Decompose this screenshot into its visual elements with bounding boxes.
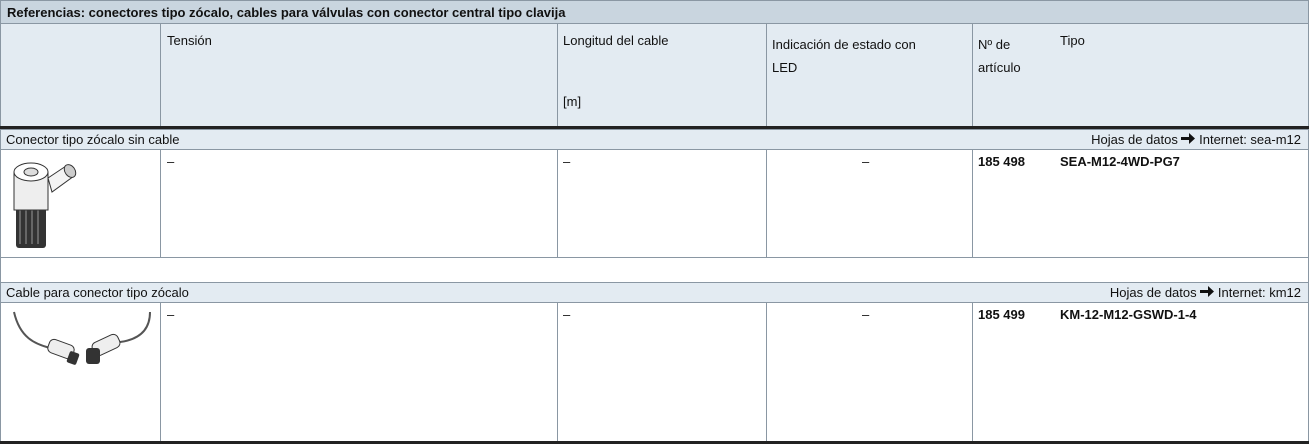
column-divider (160, 24, 161, 126)
type-code: KM-12-M12-GSWD-1-4 (1060, 307, 1197, 322)
section-label: Conector tipo zócalo sin cable (6, 132, 180, 147)
column-divider (766, 24, 767, 126)
column-divider (766, 150, 767, 258)
rule (0, 126, 1309, 129)
product-image (13, 162, 77, 248)
column-divider (160, 303, 161, 441)
spacer-row (0, 258, 1309, 282)
datasheet: Hojas de datos Internet: km12 (1110, 285, 1301, 300)
cell: – (563, 307, 571, 322)
header-cell: Longitud del cable (563, 33, 669, 48)
product-row (0, 303, 1309, 441)
datasheet-link: Internet: sea-m12 (1199, 132, 1301, 147)
cell: – (862, 154, 870, 169)
column-divider (557, 150, 558, 258)
column-divider (972, 303, 973, 441)
datasheet-label: Hojas de datos (1091, 132, 1178, 147)
product-image (13, 311, 151, 365)
section-label: Cable para conector tipo zócalo (6, 285, 189, 300)
article-number: 185 499 (978, 307, 1025, 322)
datasheet: Hojas de datos Internet: sea-m12 (1091, 132, 1301, 147)
type-code: SEA-M12-4WD-PG7 (1060, 154, 1180, 169)
cell: – (167, 307, 175, 322)
cell: – (862, 307, 870, 322)
header-cell: Indicación de estado con LED (772, 37, 916, 75)
header-cell: Nº de artículo (978, 37, 1021, 75)
cell: – (167, 154, 175, 169)
rule (0, 441, 1309, 444)
header-cell: Tensión (167, 33, 212, 48)
datasheet-label: Hojas de datos (1109, 285, 1197, 300)
column-divider (160, 150, 161, 258)
header-cell: [m] (563, 94, 582, 109)
cell: – (563, 154, 571, 169)
title: Referencias: conectores tipo zócalo, cab… (7, 5, 566, 20)
column-divider (557, 24, 558, 126)
column-divider (766, 303, 767, 441)
column-divider (972, 150, 973, 258)
header-row (0, 24, 1309, 126)
header-cell: Tipo (1060, 33, 1085, 48)
article-number: 185 498 (978, 154, 1025, 169)
column-divider (557, 303, 558, 441)
arrow-icon (1200, 286, 1215, 297)
column-divider (972, 24, 973, 126)
title-bar: Referencias: conectores tipo zócalo, cab… (0, 0, 1309, 24)
arrow-icon (1181, 133, 1196, 144)
datasheet-link: Internet: km12 (1217, 285, 1301, 300)
